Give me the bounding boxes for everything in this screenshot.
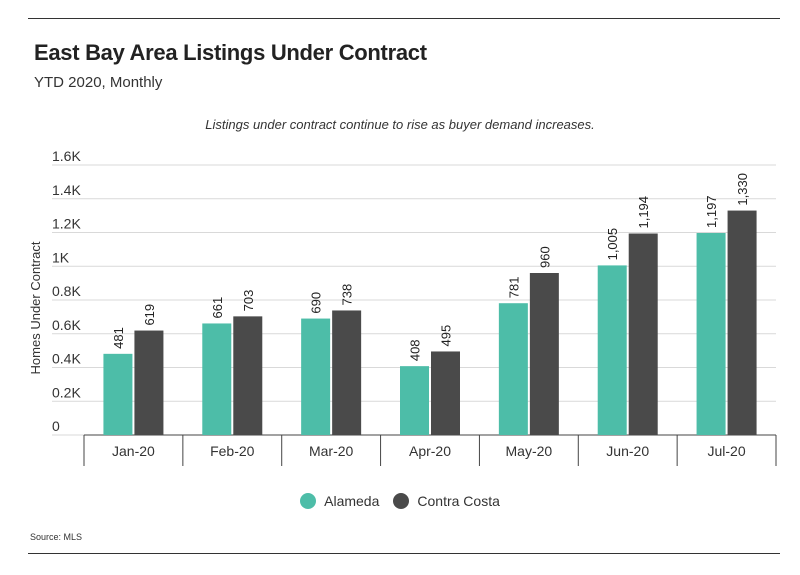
bar-alameda bbox=[103, 354, 132, 435]
source-note: Source: MLS bbox=[30, 532, 82, 542]
data-label-contra-costa: 1,330 bbox=[735, 173, 750, 206]
bar-contra-costa bbox=[134, 331, 163, 435]
data-label-contra-costa: 619 bbox=[142, 304, 157, 326]
y-tick-label: 0.4K bbox=[52, 351, 81, 367]
bar-contra-costa bbox=[332, 310, 361, 435]
y-tick-label: 0 bbox=[52, 418, 60, 434]
data-label-alameda: 1,005 bbox=[605, 228, 620, 261]
bar-contra-costa bbox=[629, 234, 658, 435]
legend: Alameda Contra Costa bbox=[0, 493, 800, 509]
bar-chart: 0 0.2K 0.4K 0.6K 0.8K 1K 1.2K 1.4K 1.6K Homes Und… bbox=[0, 0, 800, 575]
x-tick-label: Apr-20 bbox=[409, 443, 451, 459]
bar-alameda bbox=[499, 303, 528, 435]
data-label-contra-costa: 495 bbox=[439, 325, 454, 347]
y-tick-label: 1.2K bbox=[52, 216, 81, 232]
bar-alameda bbox=[400, 366, 429, 435]
legend-item-alameda: Alameda bbox=[300, 493, 379, 509]
bar-alameda bbox=[598, 265, 627, 435]
data-label-contra-costa: 738 bbox=[340, 284, 355, 306]
y-tick-label: 1K bbox=[52, 249, 70, 265]
bar-contra-costa bbox=[530, 273, 559, 435]
x-tick-label: Mar-20 bbox=[309, 443, 354, 459]
data-label-contra-costa: 960 bbox=[537, 246, 552, 268]
data-label-contra-costa: 703 bbox=[241, 290, 256, 312]
bar-alameda bbox=[697, 233, 726, 435]
y-tick-label: 1.6K bbox=[52, 148, 81, 164]
x-tick-label: Jan-20 bbox=[112, 443, 155, 459]
bar-alameda bbox=[301, 319, 330, 435]
y-axis-label: Homes Under Contract bbox=[28, 241, 43, 374]
x-tick-label: Jun-20 bbox=[606, 443, 649, 459]
x-tick-label: Jul-20 bbox=[708, 443, 746, 459]
data-label-alameda: 661 bbox=[210, 297, 225, 319]
data-label-contra-costa: 1,194 bbox=[636, 196, 651, 229]
data-label-alameda: 481 bbox=[111, 327, 126, 349]
data-label-alameda: 408 bbox=[408, 339, 423, 361]
y-tick-label: 0.2K bbox=[52, 384, 81, 400]
y-tick-label: 0.6K bbox=[52, 317, 81, 333]
data-label-alameda: 1,197 bbox=[704, 195, 719, 228]
legend-swatch-alameda bbox=[300, 493, 316, 509]
bar-contra-costa bbox=[233, 316, 262, 435]
legend-item-contra-costa: Contra Costa bbox=[393, 493, 499, 509]
bar-alameda bbox=[202, 323, 231, 435]
data-label-alameda: 690 bbox=[309, 292, 324, 314]
y-tick-label: 1.4K bbox=[52, 182, 81, 198]
x-tick-label: Feb-20 bbox=[210, 443, 255, 459]
data-label-alameda: 781 bbox=[506, 277, 521, 299]
legend-label-contra-costa: Contra Costa bbox=[417, 493, 499, 509]
bottom-rule bbox=[28, 553, 780, 554]
bar-contra-costa bbox=[431, 351, 460, 435]
legend-label-alameda: Alameda bbox=[324, 493, 379, 509]
x-tick-label: May-20 bbox=[506, 443, 553, 459]
y-tick-label: 0.8K bbox=[52, 283, 81, 299]
bar-contra-costa bbox=[728, 211, 757, 435]
legend-swatch-contra-costa bbox=[393, 493, 409, 509]
